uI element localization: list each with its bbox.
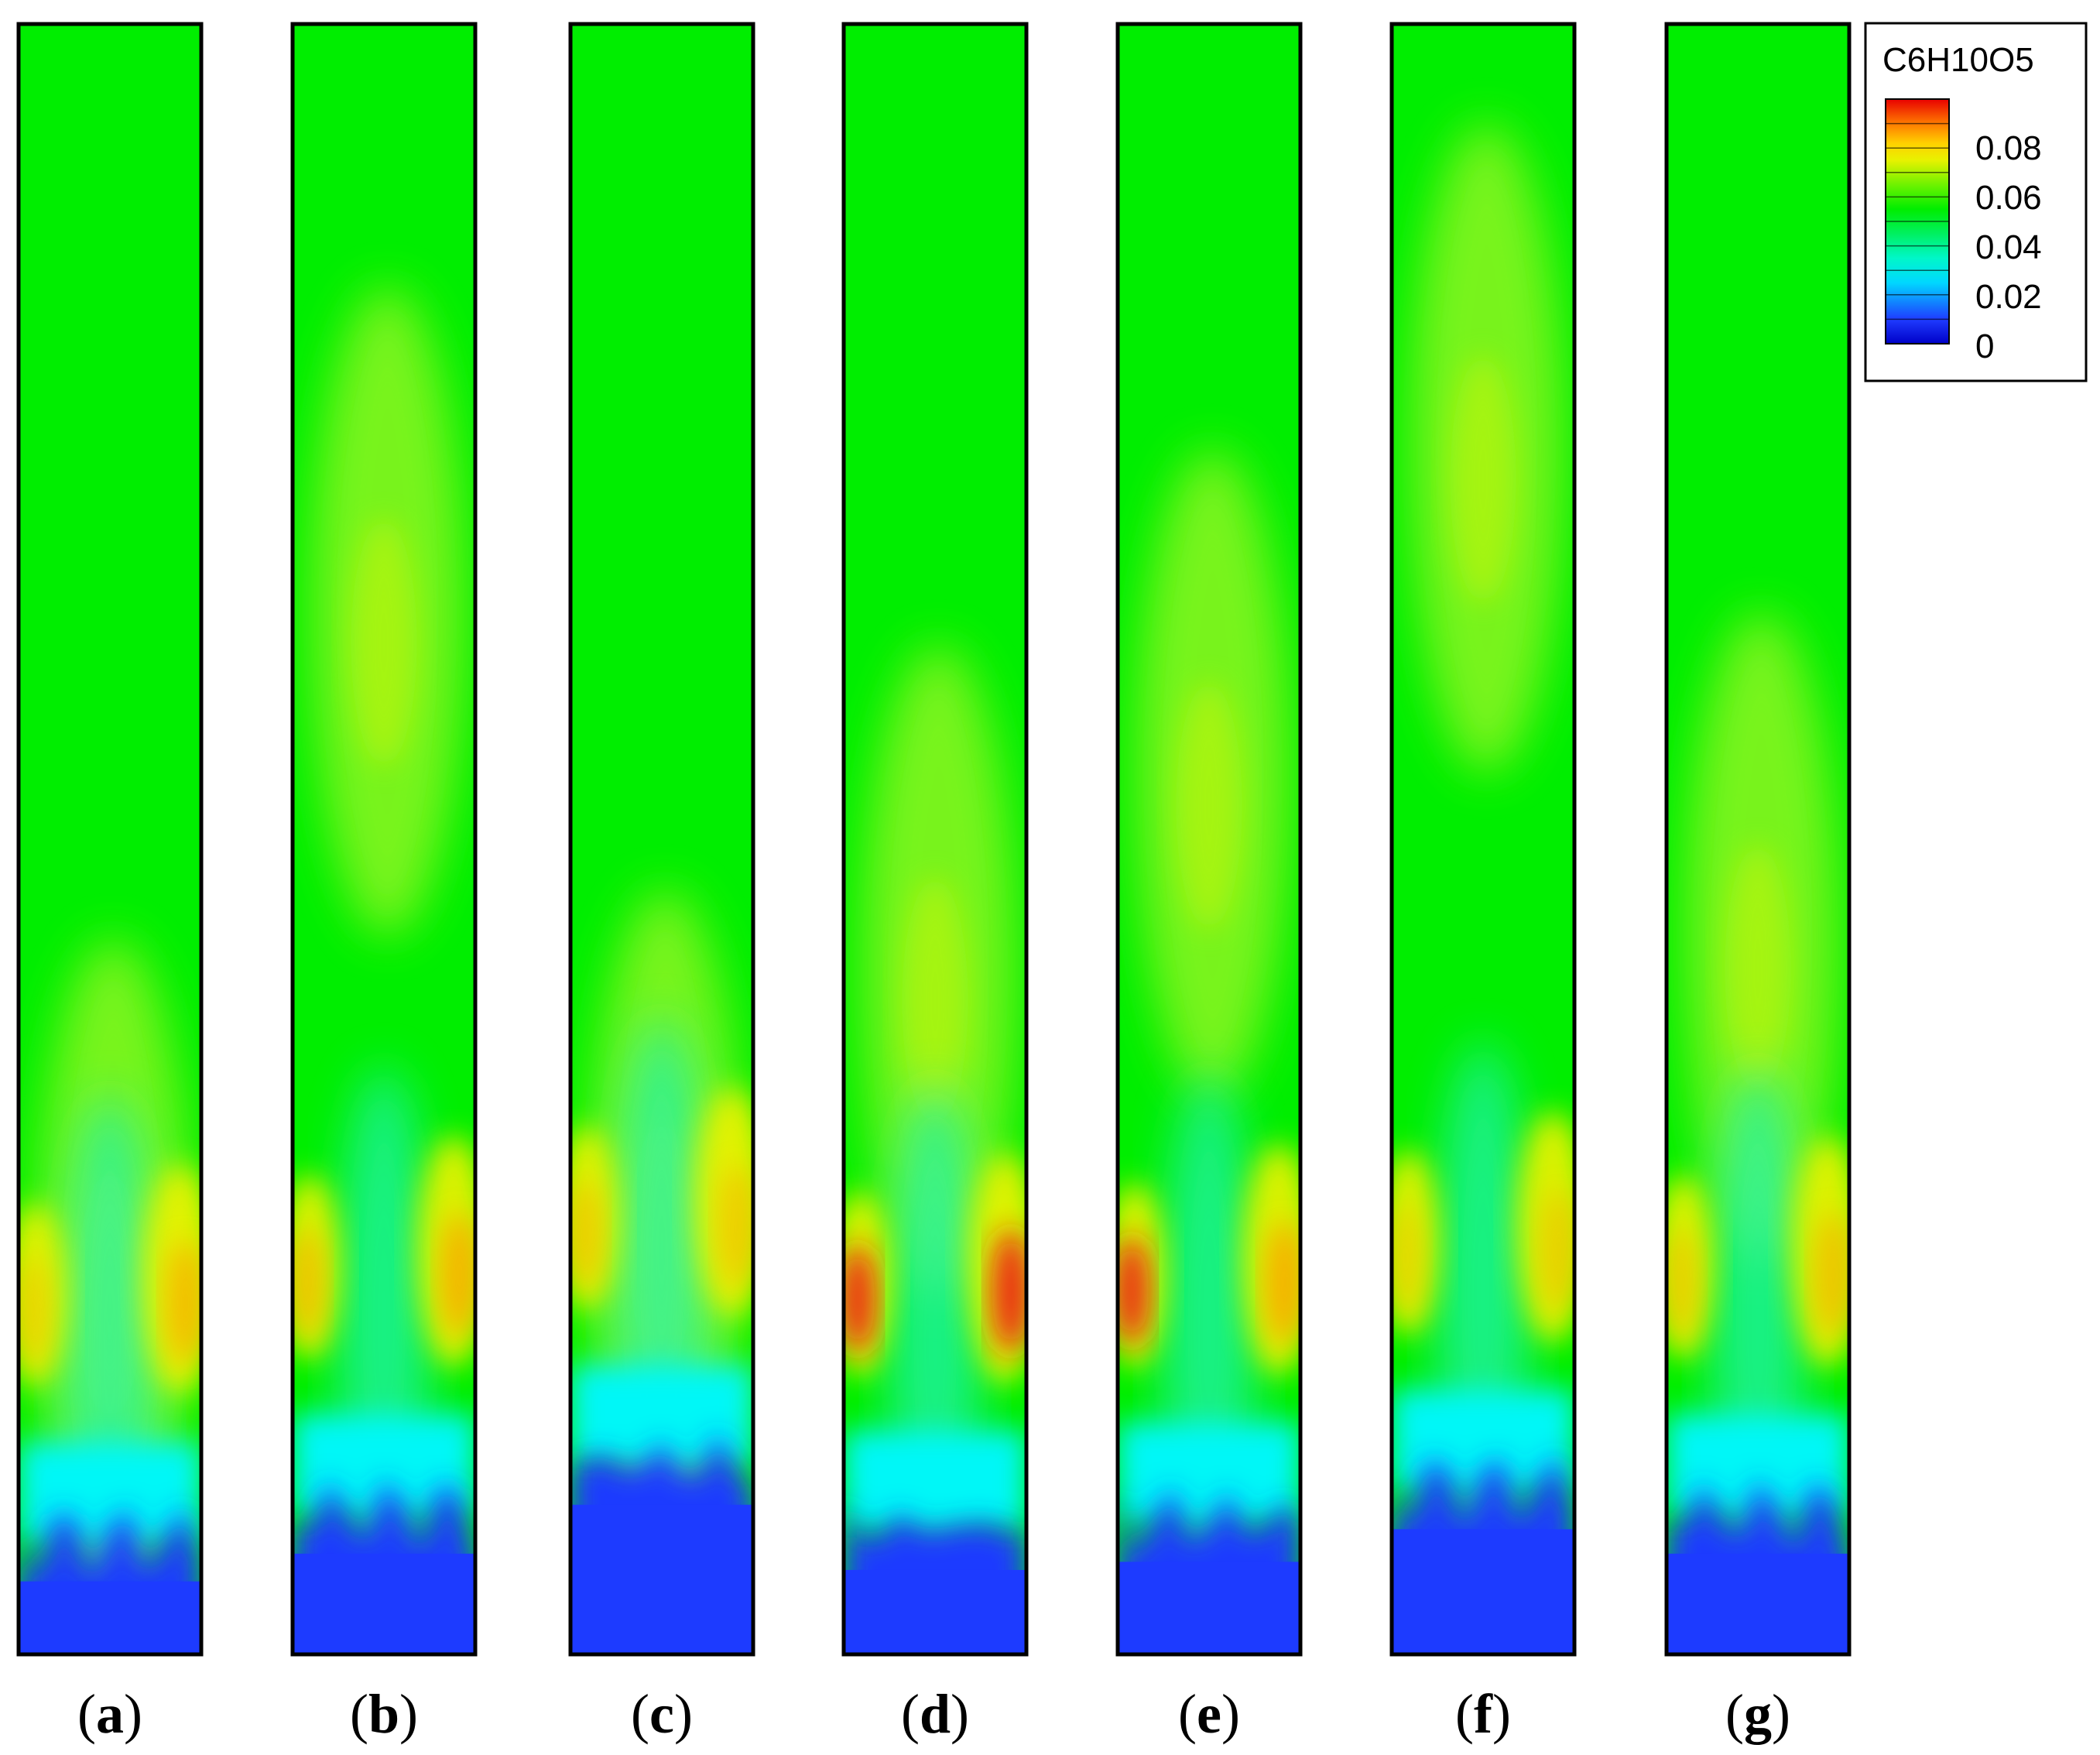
panel-g: (g) — [1664, 22, 1852, 1745]
panel-label-d: (d) — [901, 1683, 969, 1745]
left-wall-hotspot — [19, 1256, 50, 1365]
left-wall-hotspot — [1667, 1228, 1697, 1337]
right-wall-hotspot — [1540, 1188, 1574, 1313]
left-wall-hotspot — [1392, 1204, 1423, 1313]
panel-frame — [1115, 22, 1303, 1657]
panel-label-c: (c) — [631, 1683, 693, 1745]
bed-region-base — [1118, 1561, 1300, 1654]
bed-region-base — [844, 1569, 1026, 1654]
panel-f: (f) — [1389, 22, 1577, 1745]
upper-plume-core — [902, 877, 968, 1126]
bed-region-base — [1667, 1553, 1849, 1654]
left-wall-hotspot — [844, 1245, 875, 1353]
panel-d: (d) — [841, 22, 1029, 1745]
right-wall-hotspot — [441, 1212, 475, 1337]
legend: C6H10O5 0.08 0.06 0.04 0.02 0 — [1864, 22, 2088, 382]
panel-a: (a) — [16, 22, 204, 1745]
right-wall-hotspot — [992, 1229, 1026, 1353]
upper-plume-core — [1725, 845, 1791, 1093]
panel-label-a: (a) — [77, 1683, 142, 1745]
mixing-layer — [1118, 1422, 1300, 1524]
contour-panels: (a) (b) (c) (d) (e) (f) (g) — [16, 22, 1852, 1745]
panel-label-f: (f) — [1455, 1683, 1511, 1745]
panel-e: (e) — [1115, 22, 1303, 1745]
panel-frame — [16, 22, 204, 1657]
panel-b: (b) — [290, 22, 478, 1745]
panel-label-b: (b) — [350, 1683, 418, 1745]
bed-region-base — [19, 1581, 201, 1654]
panel-frame — [290, 22, 478, 1657]
legend-tick-0-04: 0.04 — [1975, 228, 2042, 266]
left-wall-hotspot — [293, 1228, 324, 1337]
panel-label-e: (e) — [1178, 1683, 1240, 1745]
right-wall-hotspot — [167, 1240, 201, 1365]
panel-frame — [1389, 22, 1577, 1657]
panel-label-g: (g) — [1725, 1683, 1790, 1745]
legend-tick-0-08: 0.08 — [1975, 129, 2042, 167]
right-wall-hotspot — [719, 1164, 753, 1288]
panel-frame — [841, 22, 1029, 1657]
bed-region-base — [570, 1504, 753, 1654]
upper-plume-core — [351, 519, 417, 767]
left-wall-hotspot — [1118, 1236, 1149, 1345]
legend-title: C6H10O5 — [1882, 41, 2034, 79]
upper-plume-core — [1450, 355, 1516, 604]
upper-plume-core — [1176, 681, 1242, 930]
panel-frame — [1664, 22, 1852, 1657]
panel-c: (c) — [568, 22, 755, 1745]
legend-tick-0-02: 0.02 — [1975, 278, 2042, 316]
panel-frame — [568, 22, 755, 1657]
legend-colorbar-ticks — [1886, 122, 1949, 320]
legend-tick-0-06: 0.06 — [1975, 179, 2042, 217]
bed-region-base — [1392, 1529, 1574, 1654]
left-wall-hotspot — [570, 1179, 601, 1288]
right-wall-hotspot — [1266, 1221, 1300, 1345]
legend-tick-0: 0 — [1975, 327, 1994, 365]
bed-region-base — [293, 1553, 475, 1654]
mixing-layer — [844, 1430, 1026, 1531]
right-wall-hotspot — [1815, 1212, 1849, 1337]
